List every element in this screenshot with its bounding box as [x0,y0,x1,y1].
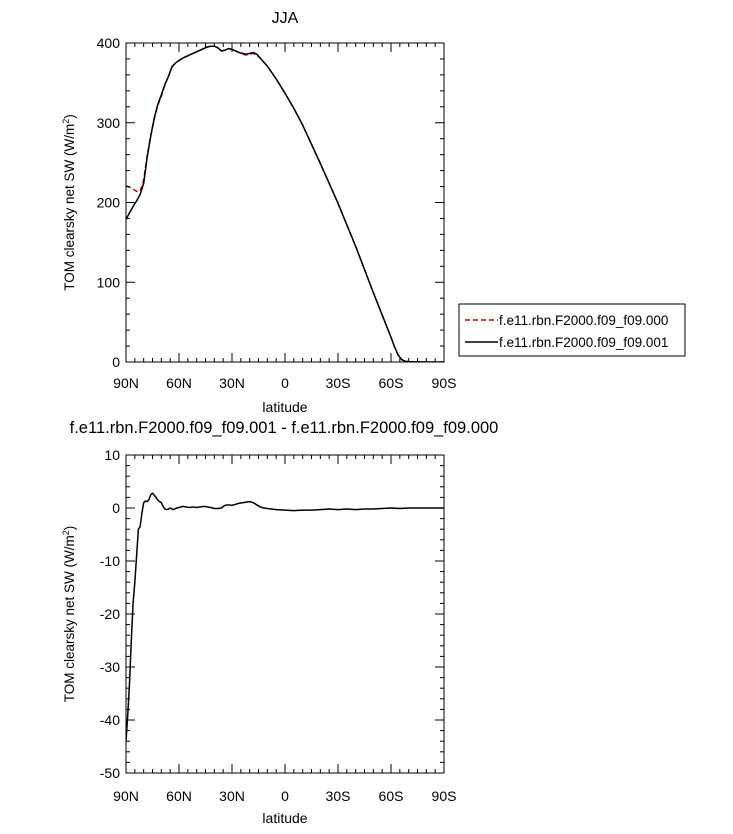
y-tick-label: 0 [112,500,120,516]
x-tick-label: 60N [166,375,192,391]
top-panel: JJA 90N 60N 30N 0 30S 60S 90S 0 100 200 300 400 latit… [61,10,456,415]
series-line-2 [126,45,444,362]
y-axis-label-text: TOM clearsky net SW (W/m [62,124,77,291]
x-tick-label: 90S [432,788,457,804]
x-tick-label: 30N [219,375,245,391]
y-axis-label-close: ) [62,114,77,119]
x-tick-label: 0 [281,788,289,804]
chart-title: JJA [272,10,299,27]
y-tick-label: -50 [100,765,120,781]
y-axis-label-text: TOM clearsky net SW (W/m [62,535,77,702]
series-line-1 [126,492,444,742]
x-tick-label: 60S [379,788,404,804]
x-axis-label: latitude [262,810,307,826]
y-tick-label: 400 [97,35,121,51]
x-tick-label: 90N [113,788,139,804]
chart-title: f.e11.rbn.F2000.f09_f09.001 - f.e11.rbn.… [70,419,499,437]
y-axis-label: TOM clearsky net SW (W/m2) [61,114,77,291]
y-tick-label: -20 [100,606,120,622]
legend-box [458,303,686,357]
y-axis-label-superscript: 2 [61,530,71,535]
plot-frame [125,42,445,363]
x-tick-label: 30S [326,788,351,804]
bottom-panel: f.e11.rbn.F2000.f09_f09.001 - f.e11.rbn.… [61,419,498,826]
y-tick-label: -40 [100,712,120,728]
y-tick-label: 0 [112,354,120,370]
y-axis-label-close: ) [62,526,77,531]
x-axis-label: latitude [262,399,307,415]
y-tick-label: 100 [97,274,121,290]
y-tick-label: -10 [100,553,120,569]
x-tick-label: 90N [113,375,139,391]
y-tick-label: 300 [97,115,121,131]
x-tick-label: 0 [281,375,289,391]
x-tick-label: 90S [432,375,457,391]
x-tick-label: 30N [219,788,245,804]
legend: f.e11.rbn.F2000.f09_f09.000 f.e11.rbn.F20… [458,303,686,357]
y-axis-label-superscript: 2 [61,119,71,124]
y-axis-label: TOM clearsky net SW (W/m2) [61,526,77,703]
x-tick-label: 30S [326,375,351,391]
plot-frame [125,454,445,774]
x-tick-label: 60N [166,788,192,804]
legend-entry-label: f.e11.rbn.F2000.f09_f09.001 [499,335,668,350]
y-tick-label: 10 [104,447,120,463]
x-tick-label: 60S [379,375,404,391]
y-tick-label: -30 [100,659,120,675]
legend-entry-label: f.e11.rbn.F2000.f09_f09.000 [499,313,668,328]
y-tick-label: 200 [97,195,121,211]
